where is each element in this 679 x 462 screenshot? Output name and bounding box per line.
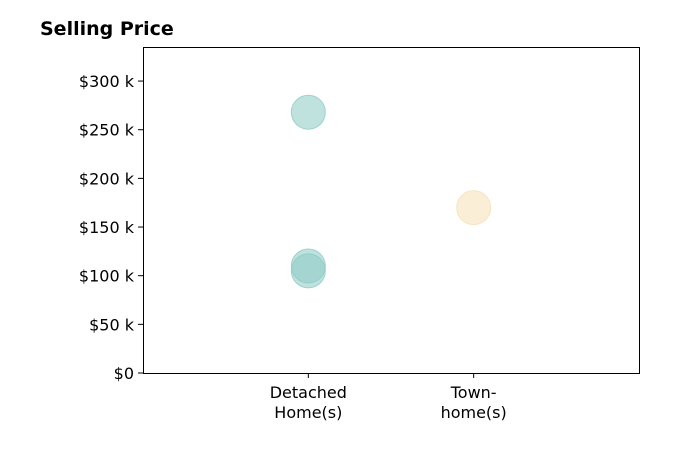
y-tick-label: $300 k xyxy=(79,72,135,91)
x-tick-label: Town-home(s) xyxy=(441,383,507,422)
y-tick-label: $100 k xyxy=(79,267,135,286)
y-tick-label: $0 xyxy=(114,364,134,383)
x-tick-label-line: Town- xyxy=(450,383,497,402)
data-points xyxy=(290,94,492,289)
x-tick-label-line: Home(s) xyxy=(274,403,342,422)
y-tick-label: $200 k xyxy=(79,169,135,188)
x-tick-label-line: home(s) xyxy=(441,403,507,422)
x-tick-label-line: Detached xyxy=(270,383,347,402)
x-axis: Detached Home(s) Town-home(s) xyxy=(270,373,507,422)
chart-title: Selling Price xyxy=(40,18,174,40)
y-tick-label: $150 k xyxy=(79,218,135,237)
data-point xyxy=(290,94,326,130)
x-tick-label: Detached Home(s) xyxy=(270,383,347,422)
y-tick-label: $250 k xyxy=(79,121,135,140)
y-axis: $0 $50 k $100 k $150 k $200 k $250 k $300 k xyxy=(79,72,143,383)
plot-frame xyxy=(143,47,640,374)
data-point xyxy=(456,190,492,226)
data-point xyxy=(290,253,326,289)
y-tick-label: $50 k xyxy=(89,315,135,334)
